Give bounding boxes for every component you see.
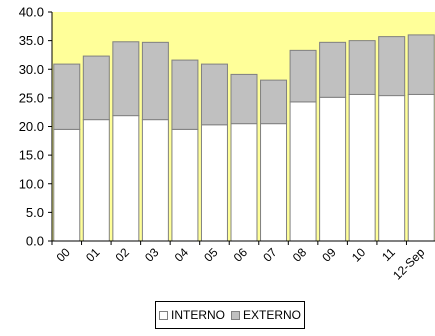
y-tick-label: 25.0 xyxy=(19,90,44,105)
bar-externo-11 xyxy=(378,36,406,97)
axes-group xyxy=(48,11,435,245)
bar-externo-03 xyxy=(141,41,169,121)
bar-externo-09 xyxy=(319,41,347,98)
legend-label-externo: EXTERNO xyxy=(242,308,301,322)
bar-externo-02 xyxy=(112,41,140,117)
bar-interno-11 xyxy=(378,95,406,242)
x-tick-label: 08 xyxy=(290,245,310,265)
legend-swatch-interno xyxy=(158,310,168,320)
bar-interno-00 xyxy=(53,128,81,242)
bar-interno-07 xyxy=(260,123,288,242)
x-tick-label: 00 xyxy=(54,245,74,265)
bar-externo-08 xyxy=(289,49,317,103)
y-tick-label: 30.0 xyxy=(19,62,44,77)
bar-interno-01 xyxy=(82,119,110,242)
legend-item-externo: EXTERNO xyxy=(230,308,301,322)
x-tick-label: 12-Sep xyxy=(390,245,427,282)
x-tick-label: 04 xyxy=(172,245,192,265)
bar-externo-04 xyxy=(171,59,199,130)
legend-item-interno: INTERNO xyxy=(158,308,225,322)
bar-interno-08 xyxy=(289,101,317,242)
x-tick-label: 02 xyxy=(113,245,133,265)
x-tick-label: 01 xyxy=(83,245,103,265)
x-tick-label: 10 xyxy=(349,245,369,265)
bar-externo-07 xyxy=(260,79,288,125)
x-tick-label: 07 xyxy=(260,245,280,265)
bar-externo-01 xyxy=(82,55,110,121)
bar-interno-05 xyxy=(200,124,228,242)
bars-group xyxy=(53,34,435,242)
bar-externo-12-sep xyxy=(407,34,435,95)
y-tick-label: 35.0 xyxy=(19,33,44,48)
x-tick-label: 06 xyxy=(231,245,251,265)
y-tick-label: 15.0 xyxy=(19,148,44,163)
bar-interno-03 xyxy=(141,119,169,242)
y-tick-labels: 0.0 5.0 10.0 15.0 20.0 25.0 30.0 35.0 40.0 xyxy=(19,5,44,249)
legend-label-interno: INTERNO xyxy=(170,308,225,322)
bar-interno-09 xyxy=(319,96,347,242)
bar-externo-00 xyxy=(53,63,81,130)
x-tick-label: 05 xyxy=(201,245,221,265)
x-tick-label: 09 xyxy=(319,245,339,265)
bar-interno-04 xyxy=(171,128,199,242)
y-tick-label: 0.0 xyxy=(26,234,44,249)
bar-interno-06 xyxy=(230,123,258,242)
x-tick-label: 03 xyxy=(142,245,162,265)
y-tick-label: 10.0 xyxy=(19,176,44,191)
bar-interno-02 xyxy=(112,115,140,242)
bar-interno-12-sep xyxy=(407,93,435,242)
bar-externo-10 xyxy=(348,40,376,95)
y-tick-label: 5.0 xyxy=(26,205,44,220)
x-tick-label: 11 xyxy=(379,245,398,264)
bar-interno-10 xyxy=(348,93,376,242)
y-tick-label: 20.0 xyxy=(19,119,44,134)
bar-externo-06 xyxy=(230,73,258,125)
legend: INTERNO EXTERNO xyxy=(155,301,305,329)
y-tick-label: 40.0 xyxy=(19,5,44,20)
legend-swatch-externo xyxy=(230,310,240,320)
bar-externo-05 xyxy=(200,63,228,126)
